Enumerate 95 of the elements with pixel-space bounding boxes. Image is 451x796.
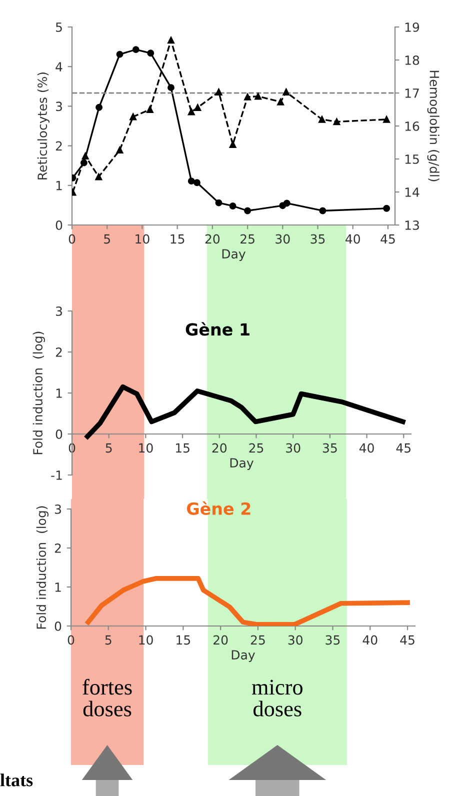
point	[383, 204, 390, 212]
y2-axis-title: Hemoglobin (g/dl)	[427, 70, 440, 182]
x-tick-label: 0	[68, 234, 76, 244]
point	[168, 84, 174, 92]
x-axis-title: Day	[230, 458, 254, 470]
point	[319, 207, 326, 214]
y-tick-label: 3	[56, 306, 62, 316]
y-tick-label: -1	[51, 470, 62, 480]
point	[215, 199, 222, 206]
x-tick-label: 20	[212, 443, 227, 453]
y-tick-label: 0	[54, 621, 62, 631]
x-tick-label: 5	[105, 635, 112, 645]
y-tick-label: 0	[56, 220, 62, 230]
point	[96, 104, 103, 111]
point	[188, 178, 195, 185]
point	[229, 141, 236, 148]
line-series	[85, 384, 406, 439]
x-tick-label: 30	[276, 234, 290, 244]
x-tick-label: 45	[380, 234, 395, 244]
point	[147, 50, 154, 57]
x-tick-label: 15	[176, 635, 190, 645]
x-tick-label: 15	[170, 234, 184, 244]
point	[215, 88, 222, 96]
x-tick-label: 35	[326, 635, 340, 645]
point	[146, 106, 154, 113]
y-tick-label: 5	[56, 22, 62, 32]
y-tick-label: 2	[56, 347, 62, 357]
y2-tick-label: 16	[405, 121, 420, 131]
point	[132, 46, 140, 54]
point	[333, 118, 340, 126]
point	[229, 202, 236, 210]
x-tick-label: 45	[400, 635, 414, 645]
y-tick-label: 1	[56, 181, 62, 190]
y-tick-label: 1	[55, 582, 61, 592]
x-axis-title: Day	[232, 650, 255, 662]
line-series	[86, 576, 410, 626]
point	[383, 116, 390, 123]
y-axis-title: Fold induction (log)	[36, 506, 48, 629]
y2-tick-label: 14	[405, 188, 420, 197]
point	[95, 173, 102, 180]
point	[116, 50, 124, 58]
point	[254, 92, 262, 100]
point	[82, 152, 89, 160]
point	[277, 98, 284, 106]
y2-tick-label: 17	[405, 88, 419, 98]
x-tick-label: 25	[249, 443, 264, 453]
chart-title: Gène 2	[186, 501, 250, 515]
x-tick-label: 30	[288, 635, 302, 645]
point	[283, 200, 290, 207]
x-tick-label: 20	[205, 234, 220, 244]
x-tick-label: 35	[310, 234, 325, 244]
y-tick-label: 1	[56, 388, 62, 398]
x-tick-label: 0	[68, 635, 74, 645]
x-tick-label: 45	[396, 443, 410, 453]
x-tick-label: 5	[106, 443, 112, 453]
x-tick-label: 10	[136, 234, 150, 244]
point	[318, 116, 326, 123]
y-tick-label: 3	[54, 504, 61, 514]
x-tick-label: 15	[176, 443, 190, 453]
x-tick-label: 25	[250, 635, 265, 645]
point	[194, 179, 200, 186]
x-tick-label: 35	[322, 443, 337, 453]
text: ltats	[0, 774, 33, 786]
x-tick-label: 5	[104, 234, 110, 244]
y2-tick-label: 15	[405, 154, 419, 164]
y-tick-label: 2	[54, 543, 61, 553]
band-label: micro doses	[252, 680, 302, 716]
point	[188, 108, 195, 116]
y2-tick-label: 19	[405, 22, 420, 32]
x-tick-label: 30	[286, 443, 300, 453]
text: Gène 1	[186, 322, 250, 336]
point	[168, 36, 174, 44]
band-label: fortes doses	[82, 678, 132, 716]
y2-tick-label: 13	[405, 220, 419, 230]
y-tick-label: 2	[56, 141, 62, 151]
x-tick-label: 40	[362, 635, 378, 645]
point	[244, 93, 252, 100]
point	[194, 104, 202, 111]
y-axis-title: Fold induction (log)	[32, 332, 45, 454]
y2-tick-label: 18	[405, 55, 420, 65]
x-tick-label: 40	[359, 443, 374, 453]
x-tick-label: 10	[139, 635, 153, 645]
y-tick-label: 3	[56, 102, 62, 112]
y-axis-title: Reticulocytes (%)	[37, 72, 50, 180]
x-tick-label: 40	[346, 234, 360, 244]
point	[130, 113, 137, 120]
point	[244, 207, 252, 214]
point	[116, 146, 124, 154]
x-tick-label: 10	[139, 443, 153, 453]
x-axis-title: Day	[222, 249, 246, 261]
x-tick-label: 25	[240, 234, 254, 244]
point	[282, 88, 290, 96]
y-tick-label: 4	[56, 62, 62, 72]
x-tick-label: 20	[214, 635, 228, 645]
y-tick-label: 0	[56, 429, 62, 439]
